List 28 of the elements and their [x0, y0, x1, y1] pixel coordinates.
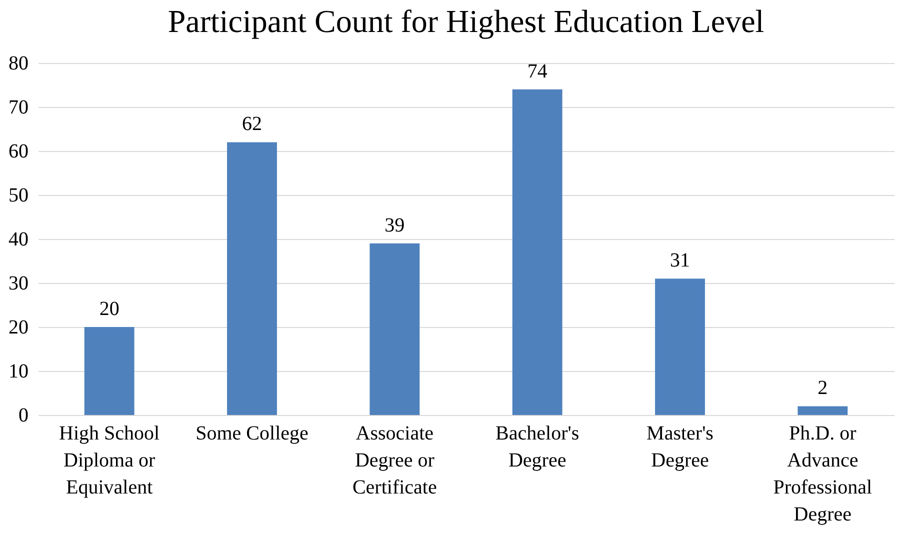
- x-tick-label: Associate Degree or Certificate: [352, 422, 437, 498]
- y-tick-label: 80: [8, 52, 28, 74]
- y-tick-label: 70: [8, 96, 28, 118]
- x-tick-label: Master's Degree: [646, 422, 714, 472]
- y-tick-label: 30: [8, 272, 28, 294]
- y-tick-label: 40: [8, 228, 28, 250]
- y-tick-label: 10: [8, 360, 28, 382]
- data-label: 20: [99, 298, 120, 320]
- bar: [227, 142, 277, 415]
- data-label: 62: [242, 113, 262, 136]
- data-label: 39: [384, 214, 405, 236]
- bar: [655, 278, 705, 415]
- x-tick-label: Bachelor's Degree: [496, 422, 580, 472]
- y-tick-label: 0: [18, 404, 28, 426]
- y-tick-label: 20: [8, 316, 28, 338]
- chart-title: Participant Count for Highest Education Level: [168, 3, 764, 39]
- x-tick-label: High School Diploma or Equivalent: [59, 422, 160, 498]
- bar: [798, 406, 848, 415]
- bar: [370, 243, 420, 415]
- x-tick-label: Ph.D. or Advance Professional Degree: [773, 422, 873, 526]
- bar: [84, 327, 134, 415]
- data-label: 74: [527, 60, 548, 82]
- bar: [512, 89, 562, 415]
- y-tick-label: 60: [8, 140, 28, 162]
- data-label: 2: [818, 377, 828, 400]
- data-label: 31: [670, 250, 690, 272]
- y-tick-label: 50: [8, 184, 28, 206]
- x-tick-label: Some College: [196, 422, 309, 444]
